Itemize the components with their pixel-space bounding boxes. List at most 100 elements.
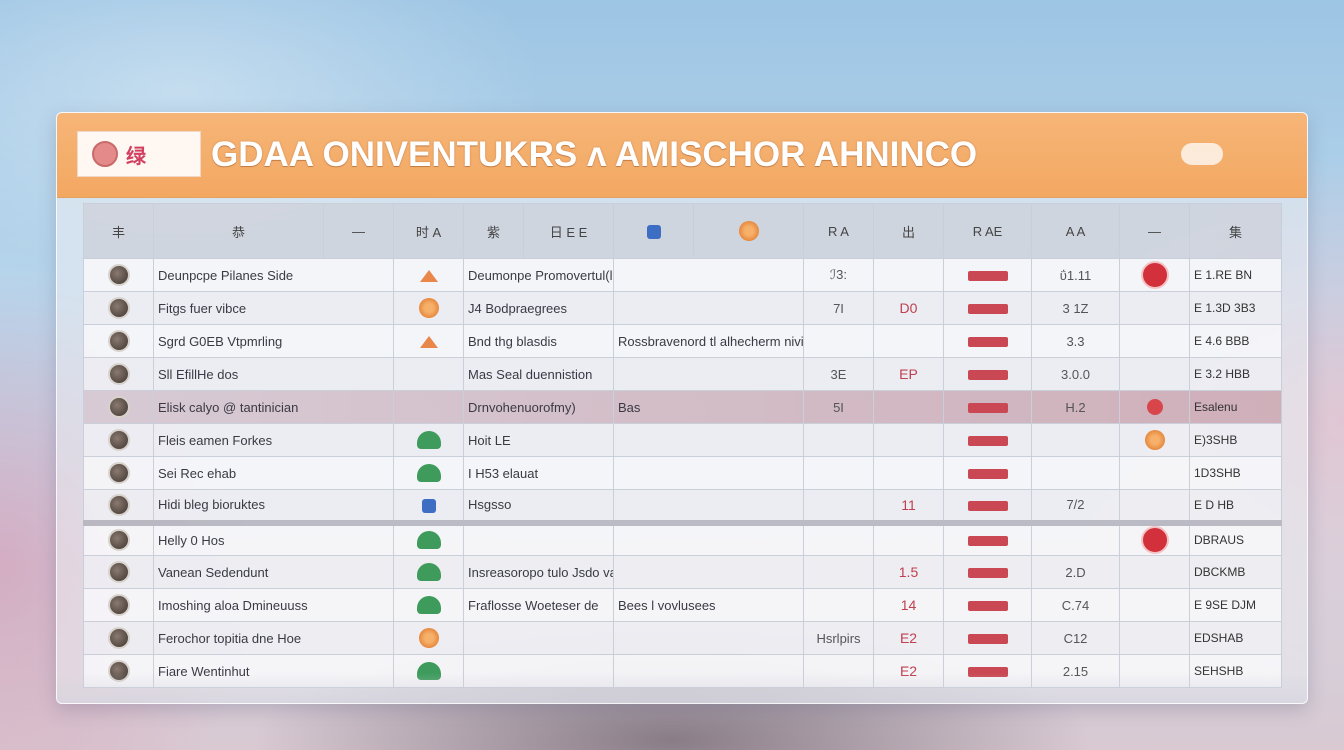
row-mark: 7/2 (1031, 489, 1120, 523)
row-item: Drnvohenuorofmy) (463, 390, 614, 424)
row-name: Deunpcpe Pilanes Side (153, 258, 394, 292)
flower-icon (1144, 430, 1165, 450)
row-icon-cell (393, 357, 464, 391)
row-score (873, 519, 944, 556)
row-item: Insreasoropo tulo Jsdo vaartm (463, 555, 614, 589)
row-status-cell (1119, 357, 1190, 391)
table-row[interactable]: Imoshing aloa Dmineuuss Fraflosse Woetese… (83, 588, 1282, 622)
flower-icon (418, 298, 439, 318)
column-header[interactable]: A A (1031, 203, 1120, 259)
row-value (803, 519, 874, 556)
table-row[interactable]: Ferochor topitia dne Hoe Hsrlpirs E2 C12 EDS… (83, 621, 1282, 655)
row-extra: Bas (613, 390, 804, 424)
row-extra (613, 258, 804, 292)
column-header[interactable]: 丰 (83, 203, 154, 259)
column-header[interactable]: 紫 (463, 203, 524, 259)
row-value: 3E (803, 357, 874, 391)
row-extra: Rossbravenord tl alhecherm niving (613, 324, 804, 358)
row-mark: 3.0.0 (1031, 357, 1120, 391)
leaf-icon (416, 596, 441, 614)
table-row[interactable]: Vanean Sedendunt Insreasoropo tulo Jsdo v… (83, 555, 1282, 589)
row-name: Imoshing aloa Dmineuuss (153, 588, 394, 622)
row-name: Vanean Sedendunt (153, 555, 394, 589)
badge-icon (646, 224, 661, 239)
row-icon-cell (393, 621, 464, 655)
leaf-icon (416, 531, 441, 550)
row-code: E)3SHB (1189, 423, 1282, 457)
table-row[interactable]: Deunpcpe Pilanes Side Deumonpe Promovertu… (83, 258, 1282, 292)
row-mark (1031, 456, 1120, 490)
row-name: Sei Rec ehab (153, 456, 394, 490)
table-row[interactable]: Fitgs fuer vibce J4 Bodpraegrees 7I D0 3 1Z E… (83, 291, 1282, 325)
status-bar-icon (967, 667, 1008, 678)
row-bar-cell (943, 621, 1032, 655)
row-item: J4 Bodpraegrees (463, 291, 614, 325)
status-bar-icon (967, 500, 1008, 511)
table-header-row: 丰 恭 — 时 A 紫 日 E E R A 出 R AE A A — 集 (83, 203, 1282, 259)
table-row[interactable]: Fleis eamen Forkes Hoit LE E)3SHB (83, 423, 1282, 457)
row-bar-cell (943, 357, 1032, 391)
row-extra (613, 291, 804, 325)
avatar (107, 264, 130, 286)
row-extra (613, 456, 804, 490)
row-name: Helly 0 Hos (153, 519, 394, 556)
column-header-avatar-icon[interactable] (693, 203, 804, 259)
column-header[interactable]: R A (803, 203, 874, 259)
bottom-fade (57, 673, 1307, 703)
column-header[interactable]: 时 A (393, 203, 464, 259)
column-header[interactable]: — (323, 203, 394, 259)
table-row[interactable]: Sei Rec ehab I H53 elauat 1D3SHB (83, 456, 1282, 490)
row-status-cell (1119, 258, 1190, 292)
row-name: Hidi bleg bioruktes (153, 489, 394, 523)
row-code: E 4.6 BBB (1189, 324, 1282, 358)
row-code: 1D3SHB (1189, 456, 1282, 490)
arrow-up-icon (419, 270, 438, 283)
row-mark: H.2 (1031, 390, 1120, 424)
column-header[interactable]: 集 (1189, 203, 1282, 259)
table-row[interactable]: Elisk calyo @ tantinician Drnvohenuorofmy… (83, 390, 1282, 424)
row-icon-cell (393, 258, 464, 292)
leaf-icon (416, 563, 441, 581)
row-value: 7I (803, 291, 874, 325)
column-header[interactable]: — (1119, 203, 1190, 259)
table-row[interactable]: Sll EfillHe dos Mas Seal duennistion 3E EP 3… (83, 357, 1282, 391)
row-avatar-cell (83, 555, 154, 589)
row-icon-cell (393, 324, 464, 358)
row-score (873, 456, 944, 490)
column-header[interactable]: 出 (873, 203, 944, 259)
row-avatar-cell (83, 324, 154, 358)
row-status-cell (1119, 456, 1190, 490)
row-item: Hsgsso (463, 489, 614, 523)
row-value (803, 555, 874, 589)
row-bar-cell (943, 423, 1032, 457)
row-score: D0 (873, 291, 944, 325)
toggle-icon[interactable] (1181, 143, 1223, 165)
row-extra (613, 423, 804, 457)
column-header[interactable]: 日 E E (523, 203, 614, 259)
column-header[interactable]: 恭 (153, 203, 324, 259)
avatar (107, 330, 130, 352)
row-score: 11 (873, 489, 944, 523)
row-status-cell (1119, 390, 1190, 424)
row-code: E 9SE DJM (1189, 588, 1282, 622)
row-icon-cell (393, 519, 464, 556)
column-header[interactable]: R AE (943, 203, 1032, 259)
row-value: ℐ3: (803, 258, 874, 292)
row-item: Hoit LE (463, 423, 614, 457)
row-mark: ΰ1.11 (1031, 258, 1120, 292)
row-mark: C12 (1031, 621, 1120, 655)
column-header-badge-icon[interactable] (613, 203, 694, 259)
row-value: Hsrlpirs (803, 621, 874, 655)
row-score: 1.5 (873, 555, 944, 589)
table-row[interactable]: Helly 0 Hos DBRAUS (83, 519, 1282, 556)
table-row[interactable]: Sgrd G0EB Vtpmrling Bnd thg blasdis Rossbr… (83, 324, 1282, 358)
avatar (107, 396, 130, 418)
avatar (107, 493, 130, 516)
status-bar-icon (967, 601, 1008, 612)
row-code: EDSHAB (1189, 621, 1282, 655)
row-value (803, 423, 874, 457)
page-title: GDAA ONIVENTUKRS ʌ AMISCHOR AHNINCO (211, 135, 978, 174)
table-row[interactable]: Hidi bleg bioruktes Hsgsso 11 7/2 E D HB (83, 489, 1282, 523)
row-icon-cell (393, 456, 464, 490)
row-mark (1031, 423, 1120, 457)
